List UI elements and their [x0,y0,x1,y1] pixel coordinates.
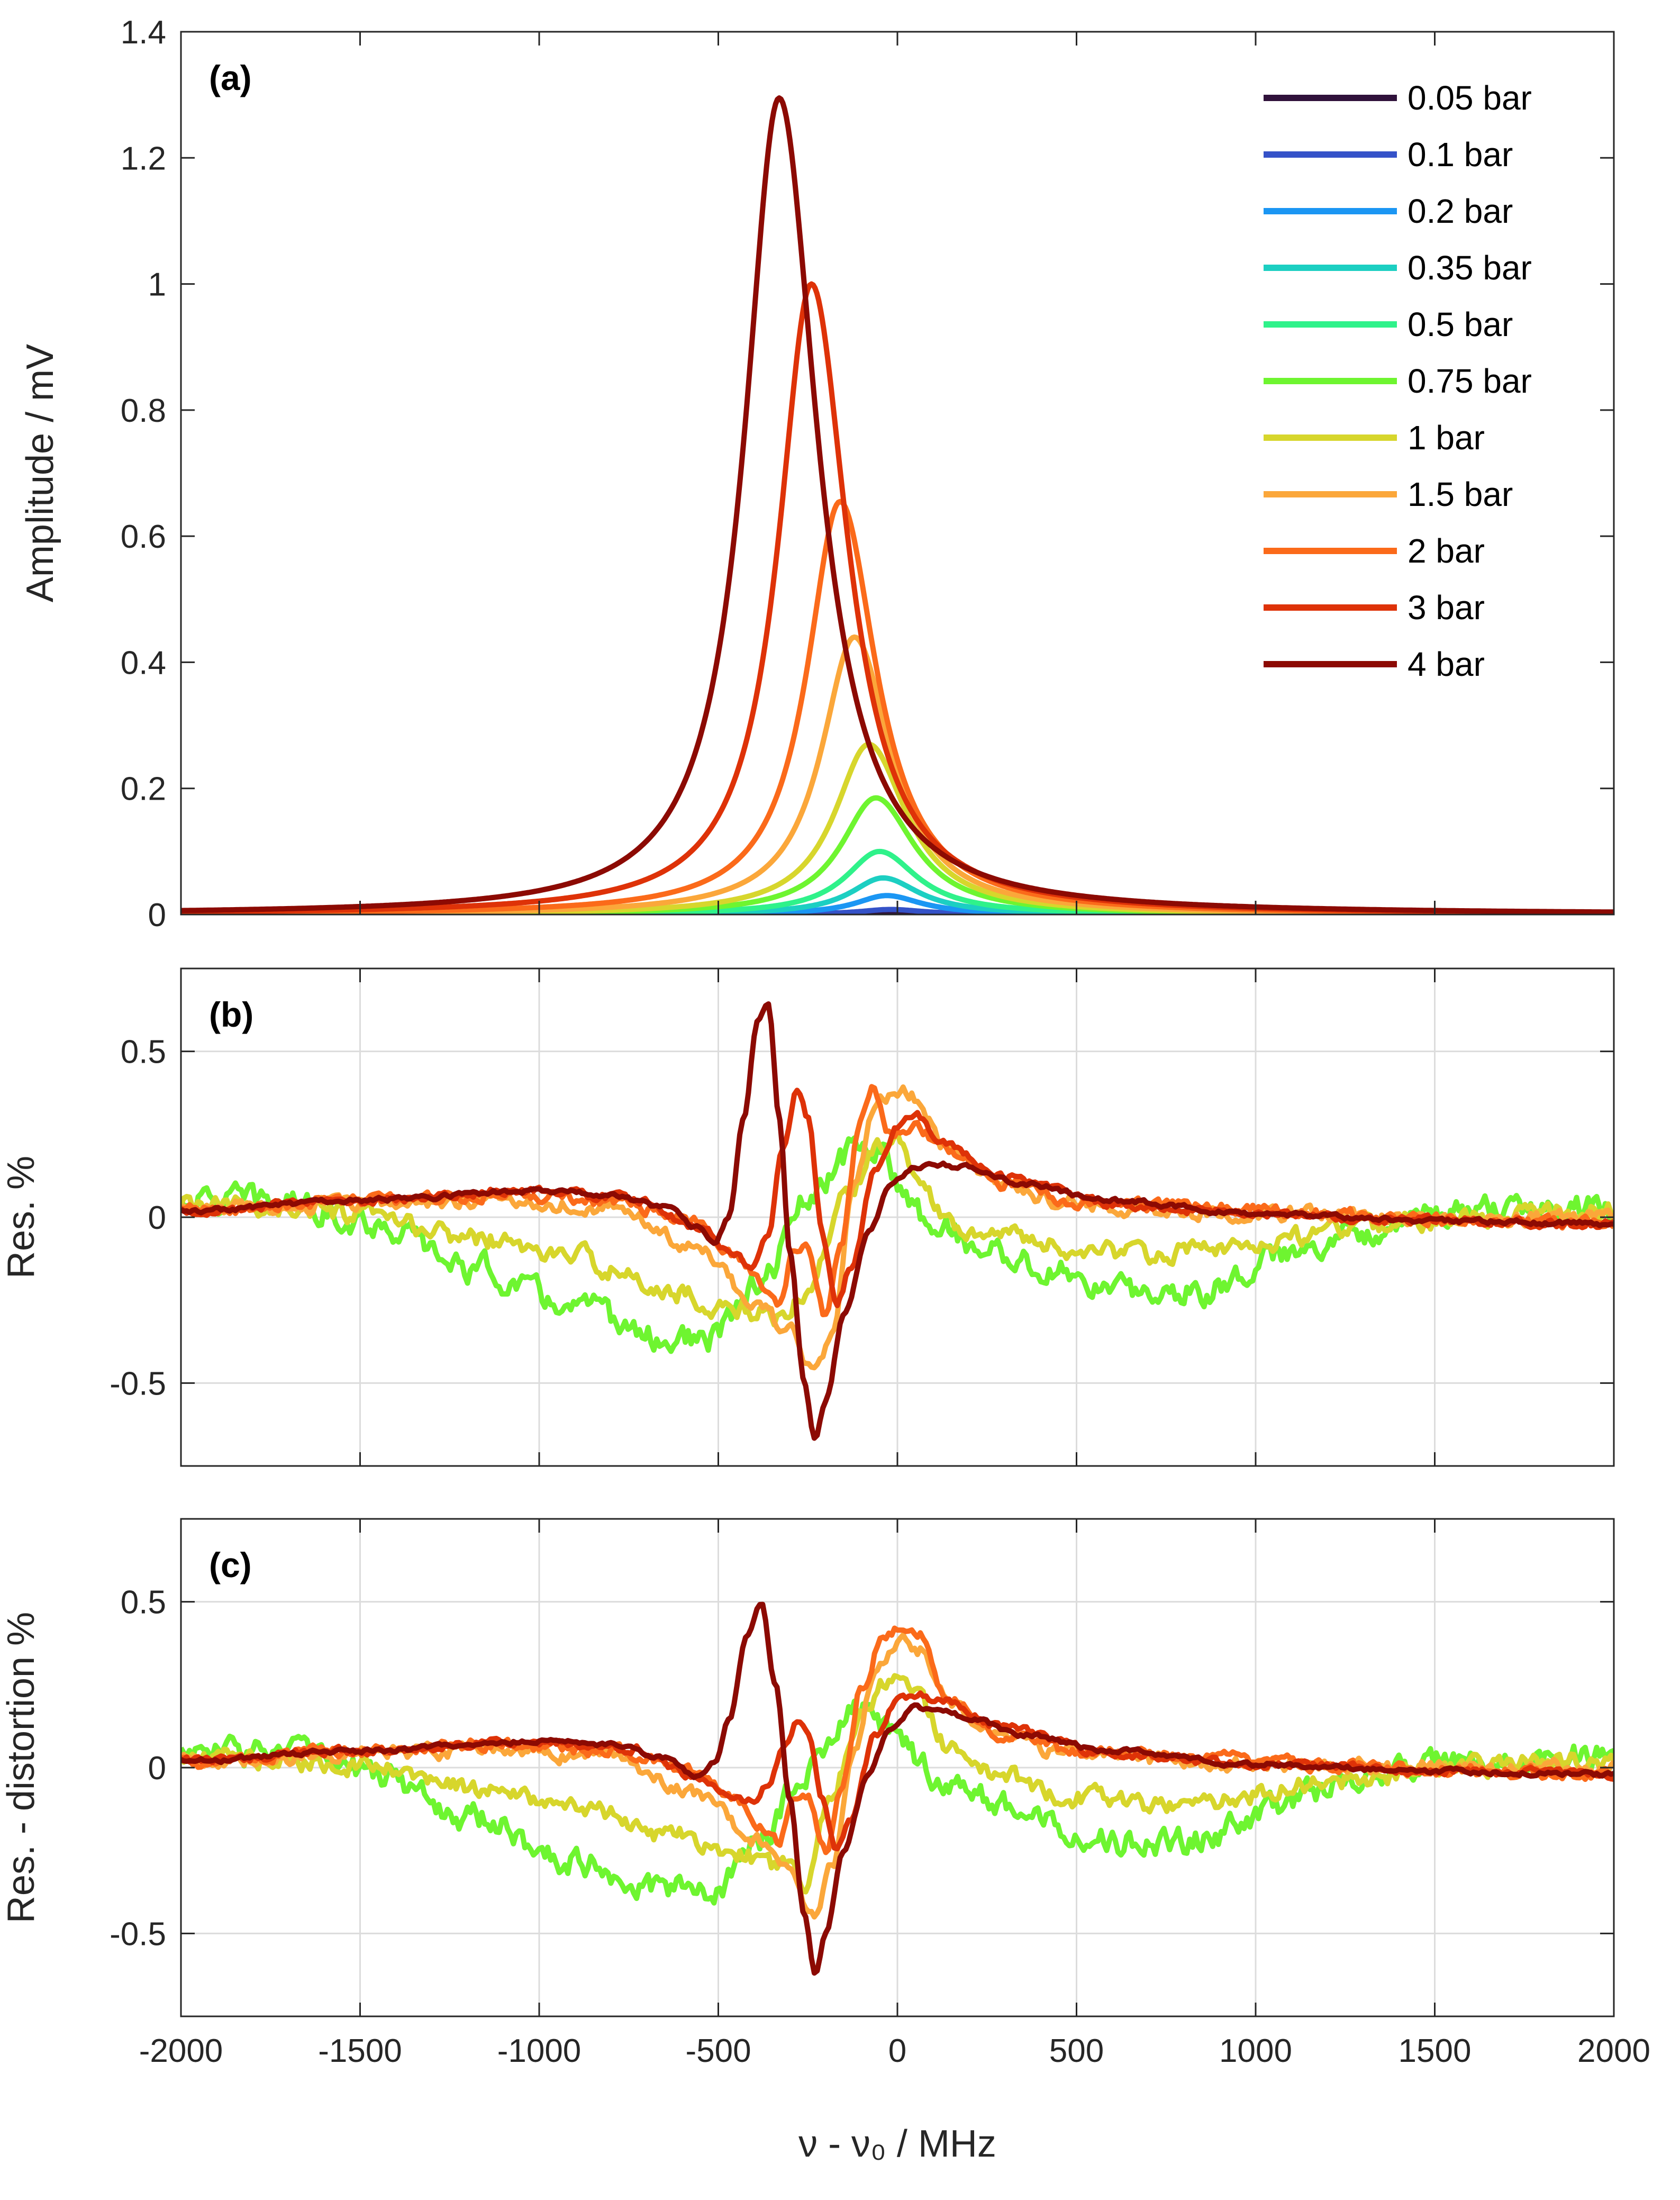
x-axis-label: ν - ν₀ / MHz [798,2123,996,2165]
legend-label: 2 bar [1407,532,1485,570]
panel-b: -0.5 0 0.5 Res. % (b) [0,967,1615,1467]
y-tick-label: -0.5 [110,1365,166,1402]
legend-label: 0.1 bar [1407,135,1513,174]
series-group [181,1601,1614,1976]
legend-label: 4 bar [1407,645,1485,683]
y-tick-label: 1.2 [121,140,166,177]
series-line-4-bar [181,1001,1614,1441]
x-tick-label: -500 [685,2033,751,2069]
panel-c: -2000 -1500 -1000 -500 0 500 1000 1500 2000 -0.5 0… [0,1518,1650,2165]
x-tick-label: 2000 [1577,2033,1650,2069]
legend-label: 0.5 bar [1407,305,1513,343]
y-tick-label: 0.5 [121,1585,166,1621]
series-line-4-bar [181,95,1614,915]
y-tick-label: 0.4 [121,645,166,681]
x-tick-label: 1000 [1219,2033,1292,2069]
series-line-4-bar [181,1601,1614,1976]
legend-label: 0.2 bar [1407,192,1513,230]
legend-label: 0.75 bar [1407,362,1532,400]
legend-label: 3 bar [1407,589,1485,627]
x-tick-label: -1000 [497,2033,582,2069]
series-group [181,1001,1614,1441]
y-tick-label: 0.5 [121,1034,166,1071]
y-tick-label: 0 [148,1200,166,1236]
x-tick-label: 1500 [1399,2033,1472,2069]
panel-label: (c) [209,1545,252,1585]
y-tick-label: 0.2 [121,771,166,808]
y-tick-label: 0.8 [121,393,166,429]
panel-label: (b) [209,995,253,1034]
x-tick-label: -1500 [318,2033,402,2069]
series-line-1-bar [181,1673,1614,1895]
legend-label: 1.5 bar [1407,475,1513,513]
y-tick-label: 0 [148,1750,166,1787]
legend-label: 0.35 bar [1407,249,1532,287]
x-tick-label: -2000 [139,2033,223,2069]
y-axis-label: Amplitude / mV [19,344,61,602]
panel-a: 0 0.2 0.4 0.6 0.8 1 1.2 1.4 Amplitude / mV (a) 0.0… [19,14,1615,934]
y-axis-label: Res. % [0,1156,42,1279]
y-axis-label: Res. - distortion % [0,1612,42,1923]
panel-label: (a) [209,58,252,97]
x-tick-label: 500 [1049,2033,1104,2069]
x-tick-label: 0 [888,2033,906,2069]
y-tick-label: 1 [148,267,166,303]
y-tick-label: 1.4 [121,14,166,51]
legend-label: 1 bar [1407,419,1485,457]
y-tick-label: 0 [148,897,166,934]
y-tick-label: 0.6 [121,519,166,555]
legend-label: 0.05 bar [1407,79,1532,117]
legend: 0.05 bar 0.1 bar 0.2 bar 0.35 bar 0.5 bar 0.7… [1264,79,1532,683]
y-tick-label: -0.5 [110,1916,166,1952]
